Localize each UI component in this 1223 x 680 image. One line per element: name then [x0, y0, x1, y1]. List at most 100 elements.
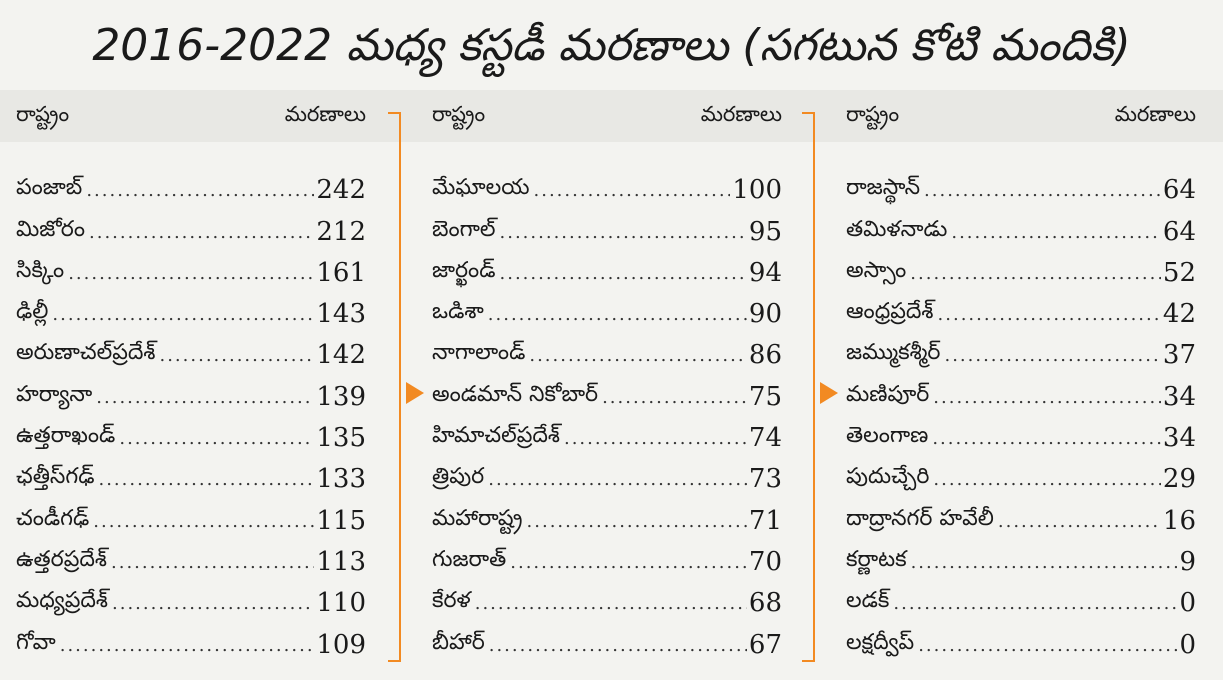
highlight-arrow-icon — [406, 381, 424, 404]
dot-leader: ........................................… — [944, 345, 1161, 367]
deaths-header: మరణాలు — [700, 102, 782, 126]
table-row: మిజోరం..................................… — [16, 205, 366, 247]
table-row: గుజరాత్.................................… — [432, 536, 782, 577]
state-header: రాష్ట్రం — [432, 102, 486, 126]
state-name: లక్షద్వీప్ — [846, 629, 915, 655]
table-row: ఆంధ్రప్రదేశ్............................… — [846, 288, 1196, 329]
death-count: 109 — [316, 629, 366, 660]
state-name: చండీగఢ్ — [16, 505, 90, 531]
state-list: మేఘాలయ..................................… — [406, 164, 782, 660]
state-name: జమ్ముకశ్మీర్ — [846, 340, 941, 366]
state-name: అండమాన్ నికోబార్ — [432, 381, 599, 407]
death-count: 95 — [748, 216, 782, 247]
death-count: 29 — [1162, 464, 1196, 495]
state-name: బెంగాల్ — [432, 216, 496, 242]
table-row: రాజస్థాన్...............................… — [846, 164, 1196, 205]
dot-leader: ........................................… — [499, 221, 747, 243]
dot-leader: ........................................… — [59, 634, 315, 656]
state-name: మణిపూర్ — [846, 381, 930, 407]
highlight-arrow-icon — [820, 381, 838, 404]
dot-leader: ........................................… — [893, 593, 1178, 615]
dot-leader: ........................................… — [526, 510, 747, 532]
state-name: ఆంధ్రప్రదేశ్ — [846, 299, 934, 325]
death-count: 0 — [1179, 588, 1196, 619]
state-header: రాష్ట్రం — [846, 102, 900, 126]
state-name: లడక్ — [846, 588, 890, 614]
death-count: 71 — [748, 505, 782, 536]
death-count: 161 — [316, 257, 366, 288]
state-list: పంజాబ్..................................… — [16, 164, 366, 660]
table-row: హిమాచల్‌ప్రదేశ్.........................… — [432, 412, 782, 453]
state-name: బీహార్ — [432, 629, 485, 655]
table-row: లడక్....................................… — [846, 577, 1196, 618]
death-count: 75 — [748, 381, 782, 412]
dot-leader: ........................................… — [488, 469, 747, 491]
table-row: కర్ణాటక.................................… — [846, 536, 1196, 577]
dot-leader: ........................................… — [510, 551, 747, 573]
table-row: బీహార్..................................… — [432, 618, 782, 660]
dot-leader: ........................................… — [951, 221, 1161, 243]
state-name: నాగాలాండ్ — [432, 340, 526, 366]
state-name: ఉత్తరాఖండ్ — [16, 423, 116, 449]
state-name: గుజరాత్ — [432, 546, 507, 572]
state-name: తెలంగాణ — [846, 423, 929, 449]
state-column-1: రాష్ట్రం మరణాలు పంజాబ్....................… — [16, 90, 366, 670]
death-count: 113 — [316, 546, 366, 577]
dot-leader: ........................................… — [112, 593, 314, 615]
table-row: సిక్కిం.................................… — [16, 247, 366, 288]
dot-leader: ........................................… — [602, 386, 747, 408]
table-row: అస్సాం..................................… — [846, 247, 1196, 288]
page-title: 2016-2022 మధ్య కస్టడీ మరణాలు (సగటున కోటి… — [0, 0, 1223, 92]
dot-leader: ........................................… — [499, 262, 747, 284]
table-row: జార్ఖండ్................................… — [432, 247, 782, 288]
state-column-2: రాష్ట్రం మరణాలు మేఘాలయ....................… — [406, 90, 782, 670]
dot-leader: ........................................… — [924, 180, 1161, 202]
dot-leader: ........................................… — [932, 428, 1161, 450]
table-row: తమిళనాడు................................… — [846, 205, 1196, 247]
death-count: 52 — [1162, 257, 1196, 288]
death-count: 143 — [316, 299, 366, 330]
dot-leader: ........................................… — [86, 180, 315, 202]
dot-leader: ........................................… — [474, 593, 747, 615]
dot-leader: ........................................… — [487, 304, 747, 326]
table-row: నాగాలాండ్...............................… — [432, 329, 782, 370]
dot-leader: ........................................… — [933, 469, 1161, 491]
state-name: గోవా — [16, 629, 56, 655]
state-name: దాద్రానగర్ హవేలీ — [846, 505, 994, 531]
table-row: బెంగాల్.................................… — [432, 205, 782, 247]
death-count: 37 — [1162, 340, 1196, 371]
dot-leader: ........................................… — [533, 180, 731, 202]
column-divider-bracket — [802, 112, 816, 662]
table-row: ఢిల్లీ..................................… — [16, 288, 366, 329]
death-count: 16 — [1162, 505, 1196, 536]
dot-leader: ........................................… — [52, 304, 315, 326]
death-count: 242 — [316, 175, 366, 206]
table-row: హర్యానా.................................… — [16, 370, 366, 412]
state-name: అస్సాం — [846, 257, 907, 283]
table-row: దాద్రానగర్ హవేలీ........................… — [846, 494, 1196, 536]
dot-leader: ........................................… — [529, 345, 747, 367]
death-count: 34 — [1162, 381, 1196, 412]
state-list: రాజస్థాన్...............................… — [820, 164, 1196, 660]
state-name: మధ్యప్రదేశ్ — [16, 588, 109, 614]
deaths-header: మరణాలు — [1114, 102, 1196, 126]
state-name: ఢిల్లీ — [16, 299, 49, 325]
table-row: ఉత్తరాఖండ్..............................… — [16, 412, 366, 453]
table-row: ఒడిశా...................................… — [432, 288, 782, 329]
dot-leader: ........................................… — [910, 262, 1161, 284]
table-row: పంజాబ్..................................… — [16, 164, 366, 205]
death-count: 139 — [316, 381, 366, 412]
death-count: 133 — [316, 464, 366, 495]
state-name: కేరళ — [432, 588, 471, 614]
state-name: ఛత్తీస్‌గఢ్ — [16, 464, 95, 490]
table-row: మహారాష్ట్ర..............................… — [432, 494, 782, 536]
table-row: మణిపూర్.................................… — [820, 370, 1196, 412]
table-row: జమ్ముకశ్మీర్............................… — [846, 329, 1196, 370]
table-row: గోవా....................................… — [16, 618, 366, 660]
dot-leader: ........................................… — [488, 634, 747, 656]
table-row: ఛత్తీస్‌గఢ్.............................… — [16, 453, 366, 494]
state-name: రాజస్థాన్ — [846, 175, 921, 201]
state-name: తమిళనాడు — [846, 216, 948, 242]
death-count: 74 — [748, 423, 782, 454]
death-count: 100 — [732, 175, 782, 206]
